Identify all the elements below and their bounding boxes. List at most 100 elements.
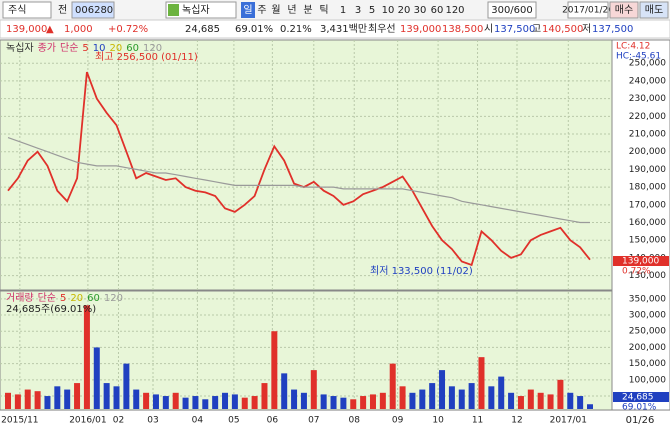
last-pct: 0.72% [622, 267, 651, 277]
market-select[interactable] [2, 1, 52, 19]
volume-bar [241, 397, 248, 409]
volume-bar [399, 386, 406, 409]
price-line [7, 71, 591, 267]
volume-bar [320, 394, 327, 409]
last-price: 139,000 [622, 257, 659, 267]
volume-bar [44, 396, 51, 409]
turnover: 0.21% [280, 24, 312, 35]
count: 300/600 [491, 5, 533, 16]
volume-bar [458, 389, 465, 409]
volume-bar [310, 370, 317, 409]
volume-bar [369, 394, 376, 409]
hc: HC:-45.61 [616, 52, 661, 62]
x-tick-label: 2015/11 [1, 416, 38, 426]
period-button[interactable]: 30 [414, 5, 427, 16]
buy: 매수 [615, 4, 633, 16]
last-volume-pct: 69.01% [622, 403, 657, 413]
volume-bar [182, 397, 189, 409]
date-box[interactable] [567, 1, 609, 19]
volume-bar [587, 404, 593, 409]
y-tick-label: 180,000 [629, 183, 666, 193]
volume-bar [103, 383, 110, 409]
y-tick-label: 220,000 [629, 112, 666, 122]
legend-entry: 20 [110, 43, 123, 54]
last-date: 01/26 [626, 415, 655, 426]
period-button[interactable]: 년 [287, 4, 296, 16]
x-tick-label: 12 [511, 416, 522, 426]
code-box[interactable] [71, 1, 115, 19]
period-button[interactable]: 5 [369, 5, 375, 16]
y-tick-label: 250,000 [629, 59, 666, 69]
change: 1,000 [64, 24, 93, 35]
y-tick-label: 100,000 [629, 375, 666, 385]
best-label: 최우선 [368, 23, 396, 35]
period-button[interactable]: 10 [382, 5, 395, 16]
period-button[interactable]: 틱 [319, 4, 328, 16]
volume-bar [152, 394, 159, 409]
y-tick-label: 130,000 [629, 271, 666, 281]
last-price-box [613, 256, 669, 266]
name-box[interactable] [165, 1, 237, 19]
legend-entry: 60 [126, 43, 139, 54]
legend-entry: 단순 [38, 292, 56, 304]
open: 137,500 [494, 24, 535, 35]
sell-button[interactable] [639, 1, 669, 19]
volume-bar [291, 389, 298, 409]
volume-bar [123, 363, 130, 409]
volume-bar [5, 392, 11, 409]
period-button[interactable]: 120 [445, 5, 464, 16]
x-tick-label: 07 [308, 416, 319, 426]
volume-bar [478, 357, 485, 409]
volume-bar [537, 392, 544, 409]
y-tick-label: 200,000 [629, 147, 666, 157]
period-button[interactable]: 주 [257, 5, 266, 16]
volume-bar [577, 396, 584, 409]
period-button[interactable]: 1 [340, 5, 346, 16]
period-button[interactable]: 분 [303, 4, 312, 16]
x-tick-label: 08 [349, 416, 361, 426]
period-button[interactable]: 60 [431, 5, 444, 16]
right-axis [611, 39, 670, 411]
y-tick-label: 350,000 [629, 294, 666, 304]
legend-entry: 120 [104, 293, 123, 304]
volume-bar [83, 305, 90, 409]
stock-name: 녹십자 [182, 4, 210, 16]
volume-bar [113, 386, 120, 409]
legend-entry: 10 [93, 43, 106, 54]
volume-bar [300, 392, 307, 409]
count-box[interactable] [487, 1, 537, 19]
period-active [241, 2, 255, 18]
scope[interactable]: 전 [58, 4, 67, 16]
volume-bar [448, 386, 455, 409]
period-button[interactable]: 일 [243, 4, 252, 16]
code: 006280 [75, 5, 113, 16]
y-tick-label: 250,000 [629, 327, 666, 337]
volume-bar [14, 394, 21, 409]
legend-entry: 녹십자 [6, 42, 34, 54]
ask: 139,000 [400, 24, 441, 35]
sell: 매도 [645, 4, 663, 16]
volume-bar [93, 347, 100, 409]
volume-ratio: 69.01% [235, 24, 273, 35]
period-button[interactable]: 3 [355, 5, 361, 16]
quote-bar [0, 19, 670, 39]
legend-entry: 120 [143, 43, 162, 54]
period-button[interactable]: 월 [271, 4, 280, 16]
period-button[interactable]: 20 [398, 5, 411, 16]
volume-bar [379, 392, 386, 409]
volume-bar [281, 373, 288, 409]
x-tick-label: 05 [228, 416, 239, 426]
arrow: ▲ [46, 24, 54, 35]
buy-button[interactable] [609, 1, 639, 19]
volume-bar [419, 389, 426, 409]
volume-bar [350, 399, 357, 409]
volume-bar [330, 396, 337, 409]
volume: 24,685 [185, 24, 220, 35]
volume-bar [64, 389, 71, 409]
price-line [7, 137, 590, 224]
market: 주식 [8, 4, 26, 16]
legend-entry: 20 [70, 293, 83, 304]
volume-bar [24, 389, 31, 409]
x-tick-label: 03 [147, 416, 158, 426]
legend-entry: 5 [60, 293, 66, 304]
